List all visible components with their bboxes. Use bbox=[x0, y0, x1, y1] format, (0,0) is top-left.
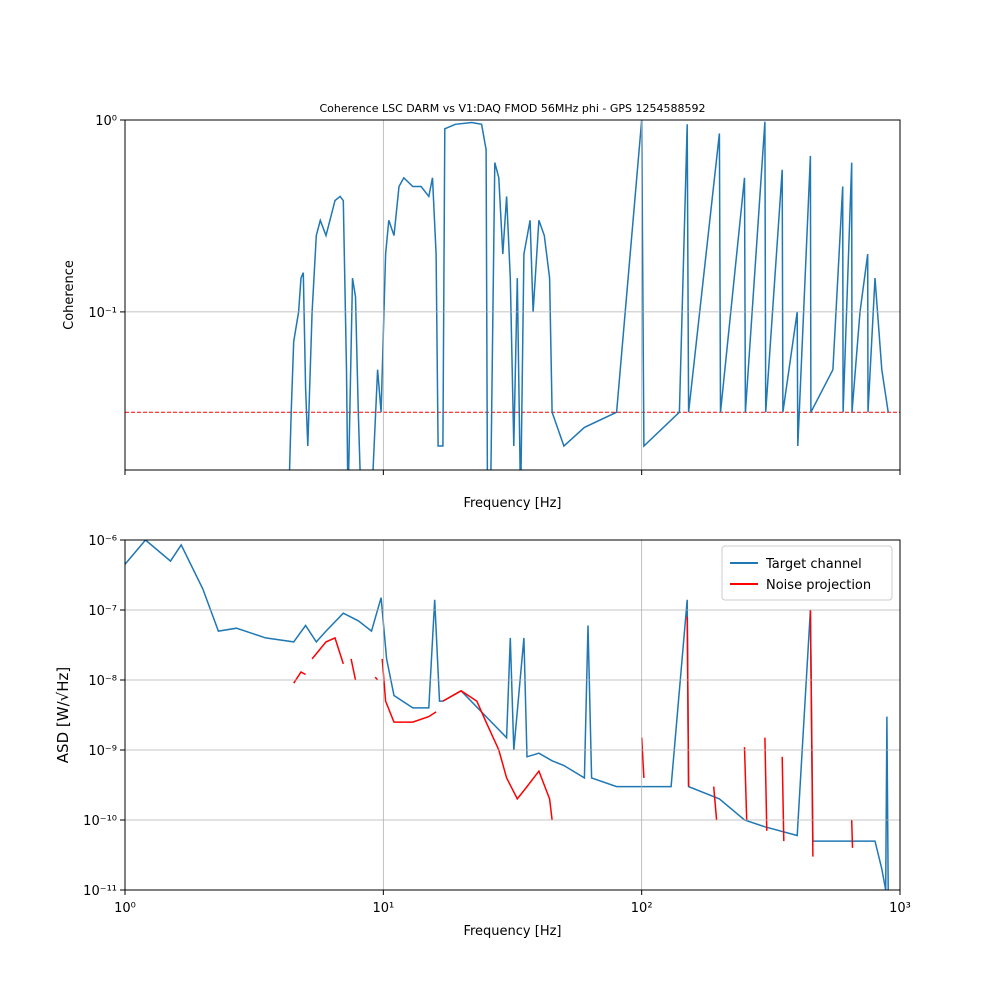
plot-area bbox=[125, 120, 900, 470]
y-tick-label: 10⁻⁷ bbox=[88, 604, 117, 619]
x-axis-label: Frequency [Hz] bbox=[463, 496, 561, 511]
x-tick-label: 10² bbox=[631, 901, 653, 916]
legend-box bbox=[721, 545, 893, 601]
series-line bbox=[125, 540, 889, 890]
series-line bbox=[293, 609, 854, 857]
x-tick-label: 10³ bbox=[889, 901, 911, 916]
y-tick-label: 10⁰ bbox=[95, 114, 117, 129]
series-line bbox=[288, 120, 889, 470]
plot-area bbox=[125, 540, 889, 890]
y-axis-label: ASD [W/√Hz] bbox=[54, 667, 72, 763]
legend-label: Noise projection bbox=[766, 578, 871, 593]
chart-title: Coherence LSC DARM vs V1:DAQ FMOD 56MHz … bbox=[320, 102, 706, 115]
y-axis-label: Coherence bbox=[62, 260, 77, 330]
axes-frame bbox=[124, 119, 901, 471]
y-tick-label: 10⁻⁹ bbox=[88, 744, 117, 759]
x-tick-label: 10⁰ bbox=[114, 901, 136, 916]
y-tick-label: 10⁻⁸ bbox=[88, 674, 117, 689]
x-tick-label: 10¹ bbox=[372, 901, 394, 916]
legend-label: Target channel bbox=[765, 557, 862, 572]
y-tick-label: 10⁻¹ bbox=[88, 306, 117, 321]
y-tick-label: 10⁻¹⁰ bbox=[83, 814, 117, 829]
axes-frame bbox=[124, 539, 901, 891]
y-tick-label: 10⁻¹¹ bbox=[83, 884, 117, 899]
x-axis-label: Frequency [Hz] bbox=[463, 924, 561, 939]
y-tick-label: 10⁻⁶ bbox=[88, 534, 117, 549]
